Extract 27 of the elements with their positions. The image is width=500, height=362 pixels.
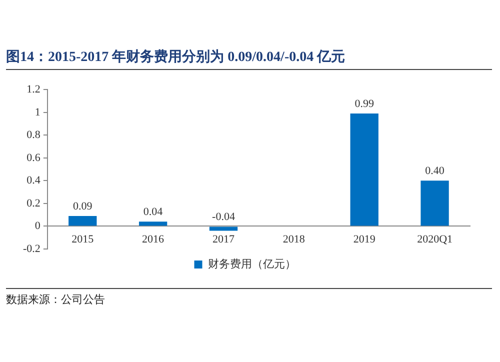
y-tick-label: -0.2 xyxy=(22,242,40,255)
bar xyxy=(68,216,97,226)
data-label: 0.99 xyxy=(354,98,374,110)
bar xyxy=(420,180,449,226)
y-tick-label: 0 xyxy=(34,220,41,232)
source-note: 数据来源：公司公告 xyxy=(6,288,492,307)
x-tick-label: 2019 xyxy=(353,234,376,246)
x-tick-label: 2017 xyxy=(212,234,235,246)
x-tick-label: 2015 xyxy=(72,234,94,246)
y-tick-label: 0.6 xyxy=(26,152,41,164)
y-tick-label: 1.2 xyxy=(26,83,40,96)
legend-label: 财务费用（亿元） xyxy=(208,257,296,270)
y-tick-label: 1 xyxy=(34,106,40,118)
x-tick-label: 2018 xyxy=(282,234,306,246)
data-label: 0.09 xyxy=(73,200,93,212)
y-tick-label: 0.8 xyxy=(26,129,41,142)
y-tick-label: 0.2 xyxy=(26,197,40,210)
x-tick-label: 2016 xyxy=(142,234,165,246)
data-label: 0.04 xyxy=(143,206,164,218)
data-label: 0.40 xyxy=(425,165,445,178)
y-tick-label: 0.4 xyxy=(26,174,41,187)
bar xyxy=(350,114,378,226)
x-tick-label: 2020Q1 xyxy=(417,234,453,246)
chart-title: 图14：2015-2017 年财务费用分别为 0.09/0.04/-0.04 亿元 xyxy=(6,48,492,70)
data-label: -0.04 xyxy=(212,211,236,224)
bar xyxy=(209,226,238,231)
bar xyxy=(138,222,168,226)
